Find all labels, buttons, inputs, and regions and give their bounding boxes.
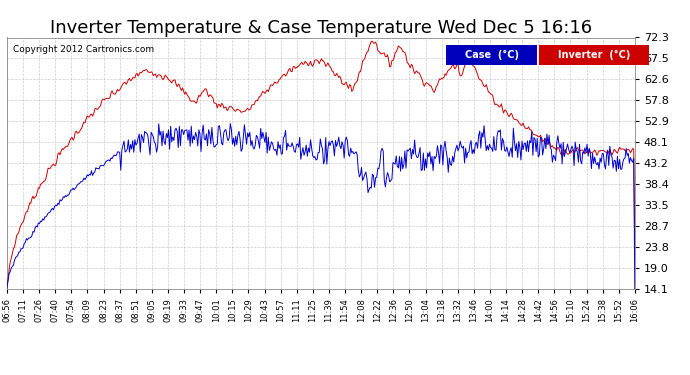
Text: Case  (°C): Case (°C) [464, 50, 519, 60]
FancyBboxPatch shape [446, 45, 538, 65]
Text: Inverter  (°C): Inverter (°C) [558, 50, 631, 60]
Text: Copyright 2012 Cartronics.com: Copyright 2012 Cartronics.com [13, 45, 155, 54]
FancyBboxPatch shape [540, 45, 649, 65]
Title: Inverter Temperature & Case Temperature Wed Dec 5 16:16: Inverter Temperature & Case Temperature … [50, 20, 592, 38]
